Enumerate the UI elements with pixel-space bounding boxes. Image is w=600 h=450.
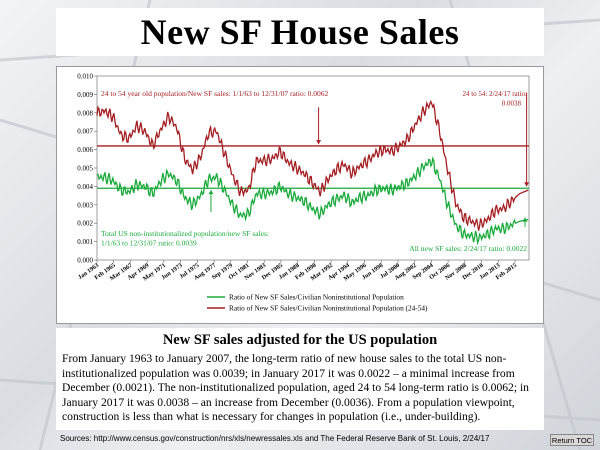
description-heading: New SF sales adjusted for the US populat… (162, 332, 438, 348)
return-toc-button[interactable]: Return TOC (550, 434, 594, 446)
slide-title: New SF House Sales (140, 12, 460, 52)
red-current-annotation-line1: 24 to 54: 2/24/17 ratio: (462, 90, 527, 98)
y-tick-label: 0.008 (77, 109, 93, 117)
red-current-annotation-line2: 0.0038 (502, 99, 522, 107)
line-chart: 0.000 0.001 0.002 0.003 0.004 0.005 0.006 0.007… (77, 73, 530, 313)
green-ratio-annotation-line1: Total US non-institutionalized populatio… (101, 229, 269, 238)
green-ratio-annotation-line2: 1/1/63 to 12/31/07 ratio: 0.0039 (101, 238, 197, 247)
green-current-arrow-head (522, 217, 528, 222)
y-tick-label: 0.002 (77, 220, 93, 228)
red-current-arrow-head (524, 182, 530, 187)
description-paragraph: From January 1963 to January 2007, the l… (62, 352, 529, 424)
y-tick-label: 0.005 (77, 165, 93, 173)
y-tick-label: 0.004 (77, 183, 93, 191)
y-tick-label: 0.000 (77, 257, 93, 265)
description-panel: New SF sales adjusted for the US populat… (56, 328, 544, 430)
y-tick-label: 0.001 (77, 238, 93, 246)
y-tick-label: 0.003 (77, 201, 93, 209)
red-ratio-annotation: 24 to 54 year old population/New SF sale… (101, 89, 329, 98)
green-ratio-arrow-head (208, 190, 214, 195)
series-line (96, 156, 529, 246)
y-tick-label: 0.007 (77, 128, 93, 136)
legend-label: Ratio of New SF Sales/Civilian Noninstit… (229, 304, 428, 313)
red-ratio-arrow-head (316, 140, 322, 145)
y-tick-label: 0.009 (77, 91, 93, 99)
y-tick-label: 0.010 (77, 73, 93, 81)
chart-panel: 0.000 0.001 0.002 0.003 0.004 0.005 0.006 0.007… (56, 66, 544, 324)
legend-label: Ratio of New SF Sales/Civilian Noninstit… (229, 293, 404, 302)
sources-text: Sources: http://www.census.gov/construct… (60, 434, 490, 443)
green-current-annotation: All new SF sales: 2/24/17 ratio: 0.0022 (409, 244, 527, 253)
series-line (96, 99, 529, 231)
y-tick-label: 0.006 (77, 146, 93, 154)
title-panel: New SF House Sales (56, 8, 544, 56)
